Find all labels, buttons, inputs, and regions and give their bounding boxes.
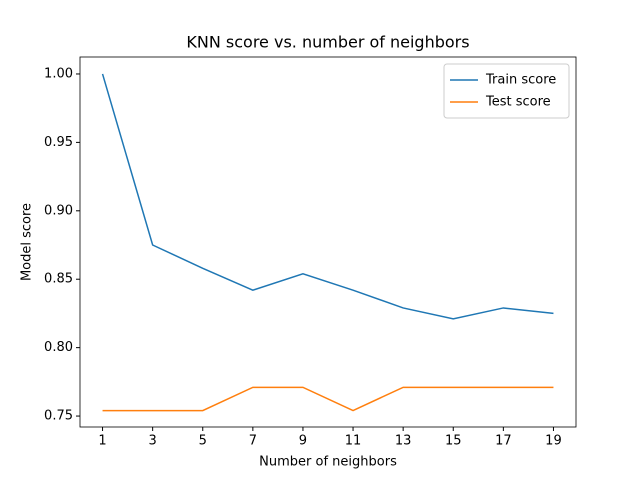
x-tick-label: 7 xyxy=(249,434,257,449)
series-line xyxy=(102,386,554,412)
y-tick-label: 1.00 xyxy=(44,66,73,81)
legend-label: Test score xyxy=(485,95,551,110)
legend-box xyxy=(443,63,570,119)
y-tick-label: 0.90 xyxy=(44,203,73,218)
x-tick-label: 3 xyxy=(149,434,157,449)
y-tick-label: 0.80 xyxy=(44,340,73,355)
x-tick-label: 11 xyxy=(345,434,362,449)
series-line xyxy=(101,73,554,320)
legend-label: Train score xyxy=(485,73,556,88)
y-tick-label: 0.95 xyxy=(44,135,73,150)
x-tick-label: 17 xyxy=(495,434,512,449)
x-tick-label: 19 xyxy=(545,434,562,449)
x-tick-label: 9 xyxy=(299,434,307,449)
y-axis-label: Model score xyxy=(20,203,35,281)
x-tick-label: 13 xyxy=(395,434,412,449)
x-tick-label: 5 xyxy=(199,434,207,449)
x-tick-label: 1 xyxy=(98,434,106,449)
y-tick-label: 0.75 xyxy=(44,409,73,424)
chart-title: KNN score vs. number of neighbors xyxy=(186,33,469,52)
y-tick-label: 0.85 xyxy=(44,272,73,287)
x-tick-label: 15 xyxy=(445,434,462,449)
plot-frame xyxy=(79,56,577,428)
x-axis-label: Number of neighbors xyxy=(259,455,397,470)
